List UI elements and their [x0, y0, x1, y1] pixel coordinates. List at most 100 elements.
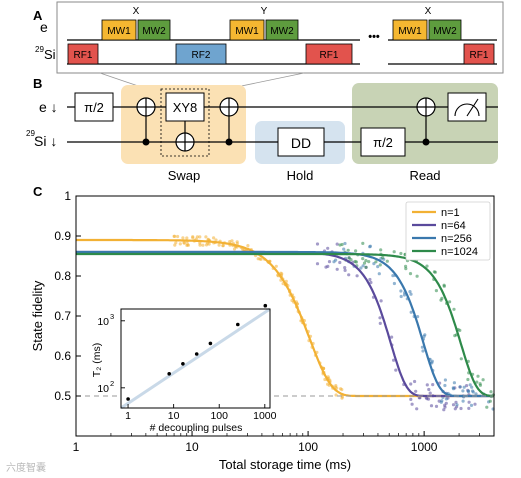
- data-point-n=64: [343, 268, 347, 272]
- phase-x-label-2: X: [425, 6, 432, 17]
- data-point-n=256: [443, 383, 447, 388]
- mw2-pulse-1: [137, 19, 171, 41]
- data-point-n=256: [408, 290, 412, 294]
- data-point-n=64: [428, 391, 432, 395]
- data-point-n=64: [327, 260, 332, 264]
- data-point-n=1024: [466, 377, 470, 382]
- legend-label-n=1024: n=1024: [441, 246, 478, 258]
- data-point-n=64: [414, 389, 418, 393]
- data-point-n=64: [426, 397, 431, 401]
- data-point-n=1024: [338, 243, 342, 247]
- data-point-n=256: [420, 345, 424, 349]
- data-point-n=1024: [399, 251, 403, 256]
- fit-curves: [76, 238, 495, 398]
- data-point-n=1024: [459, 357, 463, 361]
- data-point-n=64: [467, 400, 471, 404]
- data-point-n=64: [355, 274, 359, 278]
- data-point-n=64: [443, 403, 447, 407]
- data-point-n=1: [339, 387, 343, 391]
- mw1-label-1: MW1: [107, 26, 131, 37]
- phase-x-label-1: X: [133, 6, 140, 17]
- data-point-n=64: [315, 262, 320, 266]
- data-point-n=1024: [392, 250, 396, 254]
- rf1-label-2: RF1: [320, 50, 339, 61]
- inset-point: [181, 362, 185, 366]
- data-point-n=64: [413, 379, 417, 384]
- qubit-label-e: e ↓: [39, 99, 58, 115]
- inset-x-label: # decoupling pulses: [150, 422, 243, 434]
- xy8-dashed-region: [160, 88, 210, 157]
- data-point-n=256: [455, 403, 459, 407]
- data-point-n=64: [369, 280, 373, 285]
- mw1-pulse-1: [101, 19, 137, 41]
- data-point-n=1: [186, 243, 190, 247]
- data-point-n=1: [207, 242, 211, 246]
- data-point-n=64: [425, 383, 429, 387]
- data-point-n=256: [474, 392, 478, 396]
- data-point-n=1024: [488, 399, 492, 403]
- meter-arc-icon: [454, 103, 480, 117]
- panel-b-letter: B: [33, 76, 42, 91]
- data-point-n=1: [258, 257, 262, 261]
- legend-label-n=1: n=1: [441, 207, 460, 219]
- data-point-n=256: [376, 265, 380, 269]
- meter-needle-icon: [466, 98, 479, 117]
- data-point-n=64: [459, 406, 463, 411]
- x-tick-label-10: 10: [185, 440, 199, 454]
- data-point-n=1024: [381, 256, 385, 260]
- data-point-n=1024: [408, 272, 413, 276]
- data-point-n=1024: [442, 283, 446, 287]
- cnot-1-control: [142, 138, 150, 146]
- inset-points: [126, 303, 268, 401]
- data-point-n=256: [462, 385, 466, 389]
- inset-y-label: T₂ (ms): [91, 343, 103, 377]
- data-point-n=1: [173, 243, 177, 247]
- data-point-n=64: [343, 266, 347, 270]
- mw2-label-1: MW2: [142, 26, 166, 37]
- data-point-n=256: [470, 385, 474, 389]
- data-point-n=256: [409, 292, 413, 296]
- dd-gate: [277, 127, 325, 157]
- data-point-n=1024: [404, 264, 408, 268]
- fit-curve-n=1024: [76, 252, 495, 398]
- pi-half-gate-si-label: π/2: [373, 135, 393, 150]
- data-point-n=64: [465, 384, 469, 388]
- data-point-n=256: [343, 241, 347, 246]
- legend-label-n=64: n=64: [441, 220, 466, 232]
- y-axis-label: State fidelity: [30, 280, 45, 351]
- data-point-n=256: [416, 315, 420, 319]
- panel-a: A e 29 Si X Y X MW1 MW2 MW1 MW2 MW1 MW2 …: [33, 1, 504, 91]
- data-point-n=256: [334, 258, 338, 262]
- mw1-label-3: MW1: [398, 26, 422, 37]
- data-point-n=64: [473, 402, 477, 406]
- data-point-n=256: [444, 397, 448, 401]
- data-point-n=1024: [374, 260, 378, 264]
- data-point-n=64: [335, 267, 339, 271]
- data-point-n=256: [377, 272, 381, 276]
- data-point-n=64: [326, 264, 330, 268]
- data-point-n=1024: [404, 267, 408, 271]
- fit-curve-n=256: [76, 250, 494, 398]
- data-point-n=64: [392, 358, 396, 362]
- mw1-pulse-2: [229, 19, 265, 41]
- data-point-n=1024: [489, 390, 493, 394]
- data-point-n=64: [379, 299, 383, 303]
- data-point-n=256: [451, 386, 455, 390]
- inset-y-tick-exponent-3: 3: [110, 312, 114, 321]
- inset-x-tick-label-1: 1: [125, 410, 131, 422]
- watermark: 六度智囊: [6, 463, 46, 474]
- data-point-n=64: [427, 387, 431, 392]
- data-point-n=64: [368, 277, 372, 282]
- data-point-n=1: [246, 244, 250, 248]
- data-point-n=1024: [385, 259, 389, 263]
- data-point-n=64: [326, 246, 330, 250]
- qubit-label-si-superscript: 29: [26, 129, 35, 138]
- inset-x-tick-label-1000: 1000: [253, 410, 277, 422]
- data-point-n=1: [204, 235, 208, 239]
- xy8-gate: [165, 92, 205, 122]
- inset-x-tick-label-10: 10: [168, 410, 180, 422]
- mw2-label-3: MW2: [433, 26, 457, 37]
- pi-half-gate-e-label: π/2: [84, 100, 104, 115]
- data-point-n=1: [178, 242, 182, 246]
